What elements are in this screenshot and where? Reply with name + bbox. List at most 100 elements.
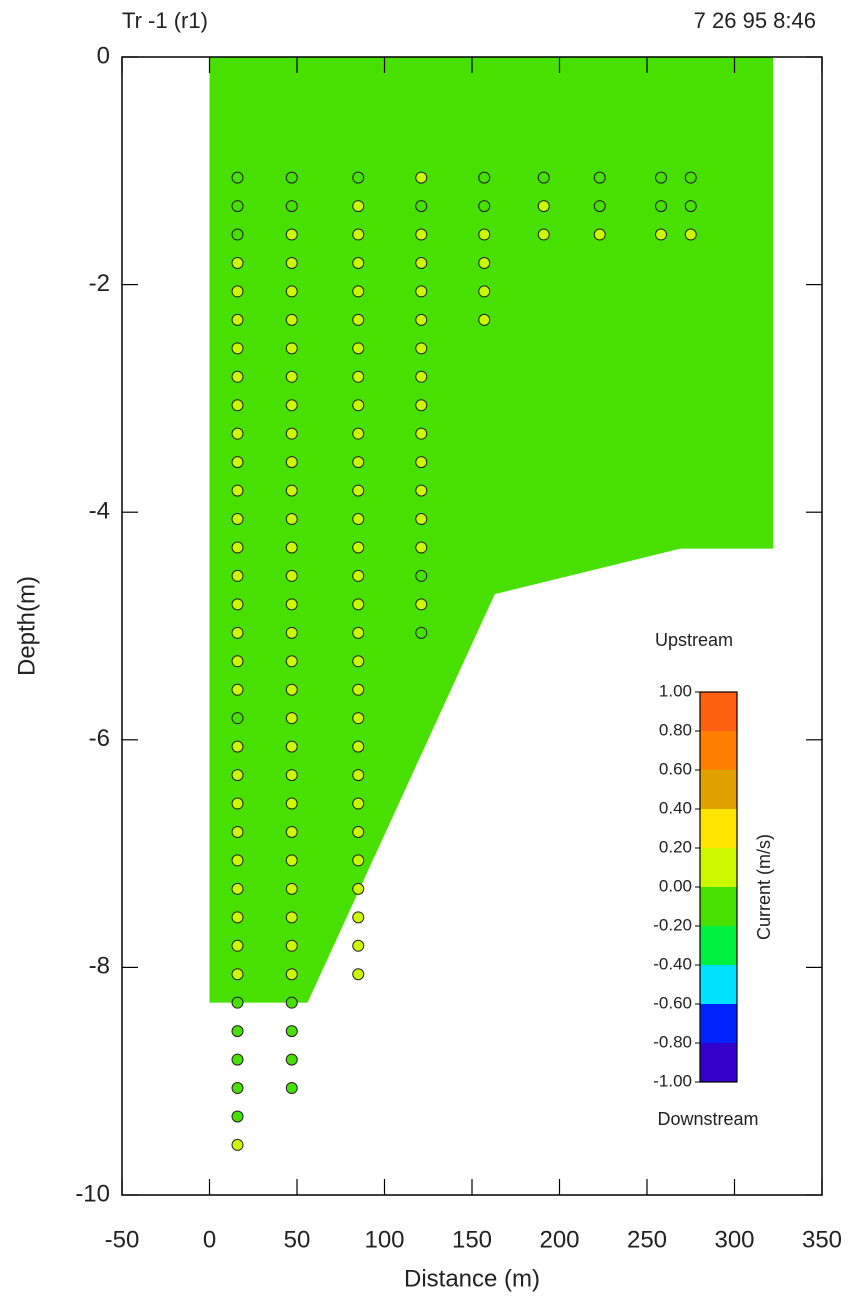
measurement-point: [231, 626, 244, 639]
measurement-point: [231, 1110, 244, 1123]
measurement-point: [285, 1025, 298, 1038]
measurement-point: [285, 171, 298, 184]
measurement-point: [537, 200, 550, 213]
x-tick-label: 0: [203, 1226, 216, 1253]
measurement-point: [231, 968, 244, 981]
measurement-point: [415, 342, 428, 355]
y-tick-label: -6: [89, 725, 110, 752]
measurement-point: [352, 256, 365, 269]
measurement-point: [352, 740, 365, 753]
measurement-point: [352, 569, 365, 582]
measurement-point: [415, 569, 428, 582]
measurement-point: [415, 256, 428, 269]
x-tick-label: 250: [627, 1226, 667, 1253]
measurement-point: [231, 541, 244, 554]
measurement-point: [352, 427, 365, 440]
y-tick-label: -10: [75, 1180, 110, 1207]
measurement-point: [352, 456, 365, 469]
measurement-point: [655, 228, 667, 241]
measurement-point: [352, 598, 365, 611]
measurement-point: [415, 399, 428, 412]
measurement-point: [593, 171, 606, 184]
measurement-point: [285, 569, 298, 582]
colorbar-bin: [700, 770, 737, 809]
colorbar-bin: [700, 848, 737, 887]
measurement-point: [285, 854, 298, 867]
measurement-point: [285, 939, 298, 952]
measurement-point: [231, 484, 244, 497]
measurement-point: [285, 712, 298, 725]
colorbar-tick-label: -1.00: [653, 1071, 692, 1090]
measurement-point: [231, 797, 244, 810]
colorbar-tick-label: 0.60: [659, 759, 692, 778]
x-tick-label: -50: [105, 1226, 140, 1253]
x-tick-label: 200: [539, 1226, 579, 1253]
measurement-point: [478, 200, 491, 213]
measurement-point: [285, 513, 298, 526]
measurement-point: [231, 825, 244, 838]
measurement-point: [231, 313, 244, 326]
measurement-point: [231, 171, 244, 184]
measurement-point: [352, 342, 365, 355]
y-tick-label: 0: [97, 42, 110, 69]
measurement-point: [415, 513, 428, 526]
section-area: [209, 57, 773, 1003]
measurement-point: [285, 996, 298, 1009]
measurement-point: [352, 939, 365, 952]
measurement-point: [537, 171, 550, 184]
measurement-point: [684, 200, 697, 213]
measurement-point: [352, 541, 365, 554]
measurement-point: [352, 911, 365, 924]
x-tick-label: 350: [802, 1226, 842, 1253]
measurement-point: [352, 797, 365, 810]
measurement-point: [285, 825, 298, 838]
measurement-point: [537, 228, 550, 241]
measurement-point: [231, 1053, 244, 1066]
colorbar-bin: [700, 887, 737, 926]
measurement-point: [231, 598, 244, 611]
colorbar-tick-label: -0.20: [653, 915, 692, 934]
colorbar-tick-label: -0.60: [653, 993, 692, 1012]
measurement-point: [415, 285, 428, 298]
colorbar-bin: [700, 1004, 737, 1043]
measurement-point: [415, 228, 428, 241]
measurement-point: [593, 200, 606, 213]
measurement-point: [415, 484, 428, 497]
measurement-point: [231, 200, 244, 213]
y-tick-label: -8: [89, 953, 110, 980]
measurement-point: [285, 200, 298, 213]
measurement-point: [285, 911, 298, 924]
measurement-point: [285, 882, 298, 895]
measurement-point: [415, 370, 428, 383]
colorbar-bin: [700, 809, 737, 848]
measurement-point: [352, 399, 365, 412]
colorbar-bin: [700, 692, 737, 731]
measurement-point: [352, 313, 365, 326]
measurement-point: [285, 256, 298, 269]
measurement-point: [415, 171, 428, 184]
measurement-point: [231, 228, 244, 241]
measurement-point: [684, 171, 697, 184]
measurement-point: [231, 882, 244, 895]
measurement-point: [285, 342, 298, 355]
measurement-point: [352, 825, 365, 838]
measurement-point: [352, 854, 365, 867]
measurement-point: [352, 626, 365, 639]
measurement-point: [285, 313, 298, 326]
measurement-point: [231, 256, 244, 269]
measurement-point: [231, 513, 244, 526]
colorbar-tick-label: -0.40: [653, 954, 692, 973]
measurement-point: [285, 228, 298, 241]
measurement-point: [415, 427, 428, 440]
measurement-point: [231, 854, 244, 867]
measurement-point: [231, 996, 244, 1009]
measurement-point: [352, 712, 365, 725]
measurement-point: [231, 370, 244, 383]
measurement-point: [415, 626, 428, 639]
x-tick-label: 300: [714, 1226, 754, 1253]
measurement-point: [352, 228, 365, 241]
measurement-point: [231, 427, 244, 440]
y-tick-label: -4: [89, 498, 110, 525]
measurement-point: [231, 1082, 244, 1095]
